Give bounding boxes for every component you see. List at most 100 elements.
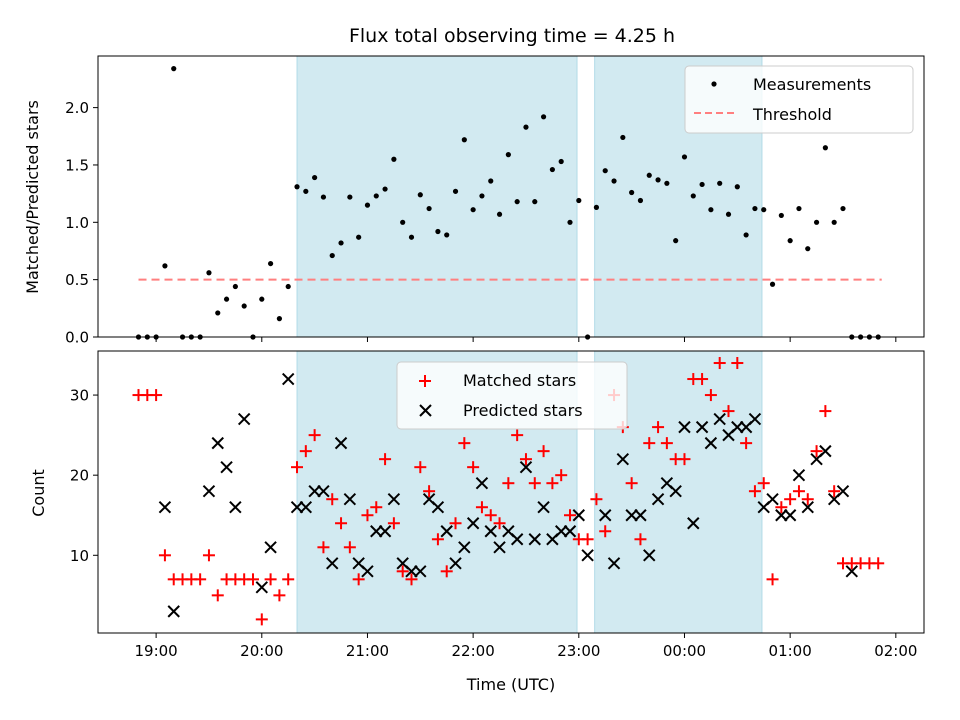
measurement-point xyxy=(813,219,820,225)
measurement-point xyxy=(752,205,758,212)
predicted-star-stroke xyxy=(290,501,304,514)
measurement-point xyxy=(426,205,432,212)
measurement-point xyxy=(681,154,688,160)
matched-star-point xyxy=(678,453,691,466)
measurement-point xyxy=(725,211,732,217)
x-tick-label: 20:00 xyxy=(240,642,283,660)
observing-windows xyxy=(296,55,763,338)
predicted-star-point xyxy=(458,541,471,554)
y-tick-label: 20 xyxy=(70,467,89,485)
matched-star-point xyxy=(757,477,770,490)
matched-star-point xyxy=(872,557,885,570)
matched-star-point xyxy=(546,477,559,490)
matched-star-point xyxy=(343,541,356,554)
matched-star-point xyxy=(396,565,409,578)
predicted-star-stroke xyxy=(414,565,427,578)
predicted-star-stroke xyxy=(158,501,172,514)
predicted-star-point xyxy=(475,476,489,490)
y-tick-label: 0.5 xyxy=(65,271,89,289)
matched-star-point xyxy=(828,485,841,498)
measurement-point xyxy=(690,193,696,199)
measurement-point xyxy=(655,177,661,183)
predicted-star-point xyxy=(792,468,806,482)
measurement-point xyxy=(241,303,247,309)
matched-star-point xyxy=(273,589,286,602)
predicted-star-point xyxy=(167,605,180,618)
predicted-star-stroke xyxy=(458,541,471,554)
measurement-point xyxy=(135,334,142,340)
predicted-star-point xyxy=(510,533,524,546)
matched-star-point xyxy=(291,461,304,474)
measurement-point xyxy=(259,296,265,302)
predicted-star-point xyxy=(572,509,586,522)
matched-star-point xyxy=(361,509,374,522)
predicted-star-stroke xyxy=(660,476,674,490)
matched-star-point xyxy=(484,509,497,522)
matched-star-point xyxy=(722,405,735,418)
measurement-point xyxy=(540,114,547,120)
matched-star-point xyxy=(431,533,444,546)
predicted-star-point xyxy=(334,436,348,450)
matched-star-point xyxy=(625,477,638,490)
y-tick-label: 10 xyxy=(70,547,89,565)
matched-star-point xyxy=(317,541,330,554)
measurement-point xyxy=(593,204,600,210)
matched-star-point xyxy=(405,573,418,586)
matched-star-point xyxy=(704,389,717,402)
measurement-point xyxy=(523,124,529,130)
count-panel: 10 20 30 19:00 20:00 21:00 22:00 23:00 00:00 01:… xyxy=(29,350,925,694)
measurement-point xyxy=(567,219,573,225)
measurement-point xyxy=(549,166,555,173)
measurement-point xyxy=(840,205,846,212)
matched-star-point xyxy=(493,517,506,530)
measurement-point xyxy=(267,260,274,267)
predicted-star-point xyxy=(308,484,321,498)
predicted-star-stroke xyxy=(264,541,277,554)
measurement-point xyxy=(558,158,564,165)
measurement-point xyxy=(514,199,520,205)
predicted-star-point xyxy=(326,557,339,570)
predicted-star-stroke xyxy=(678,420,691,434)
measurement-point xyxy=(611,178,617,184)
legend-label-matched: Matched stars xyxy=(463,371,576,390)
predicted-star-stroke xyxy=(748,412,762,426)
predicted-star-point xyxy=(704,436,718,450)
matched-star-point xyxy=(810,445,823,458)
measurement-point xyxy=(373,193,379,199)
predicted-star-stroke xyxy=(537,501,550,514)
matched-star-point xyxy=(458,437,471,450)
predicted-star-stroke xyxy=(255,581,268,594)
predicted-star-point xyxy=(836,484,850,498)
measurement-point xyxy=(857,334,864,340)
predicted-star-stroke xyxy=(519,460,533,474)
count-x-ticks: 19:00 20:00 21:00 22:00 23:00 00:00 01:00 02:00 xyxy=(135,633,917,660)
matched-star-point xyxy=(537,445,550,458)
x-tick-label: 22:00 xyxy=(452,642,495,660)
predicted-star-point xyxy=(264,541,277,554)
predicted-star-stroke xyxy=(572,509,586,522)
predicted-star-point xyxy=(669,484,682,498)
measurement-point xyxy=(144,334,150,340)
measurement-point xyxy=(866,334,873,340)
predicted-star-stroke xyxy=(237,412,251,426)
measurement-point xyxy=(329,252,335,259)
predicted-star-stroke xyxy=(211,436,224,450)
matched-star-point xyxy=(370,501,383,514)
measurement-point xyxy=(276,316,283,322)
matched-star-point xyxy=(502,477,515,490)
measurement-point xyxy=(602,168,608,174)
matched-star-point xyxy=(414,461,427,474)
matched-star-point xyxy=(784,493,797,506)
predicted-star-stroke xyxy=(361,565,374,578)
predicted-star-point xyxy=(378,525,392,538)
predicted-star-point xyxy=(229,501,242,514)
matched-star-point xyxy=(475,501,488,514)
matched-star-point xyxy=(246,573,259,586)
predicted-star-point xyxy=(537,501,550,514)
measurement-point xyxy=(382,186,388,192)
matched-star-point xyxy=(449,517,462,530)
predicted-star-point xyxy=(634,509,647,522)
matched-star-point xyxy=(150,389,163,402)
matched-star-point xyxy=(423,485,436,498)
